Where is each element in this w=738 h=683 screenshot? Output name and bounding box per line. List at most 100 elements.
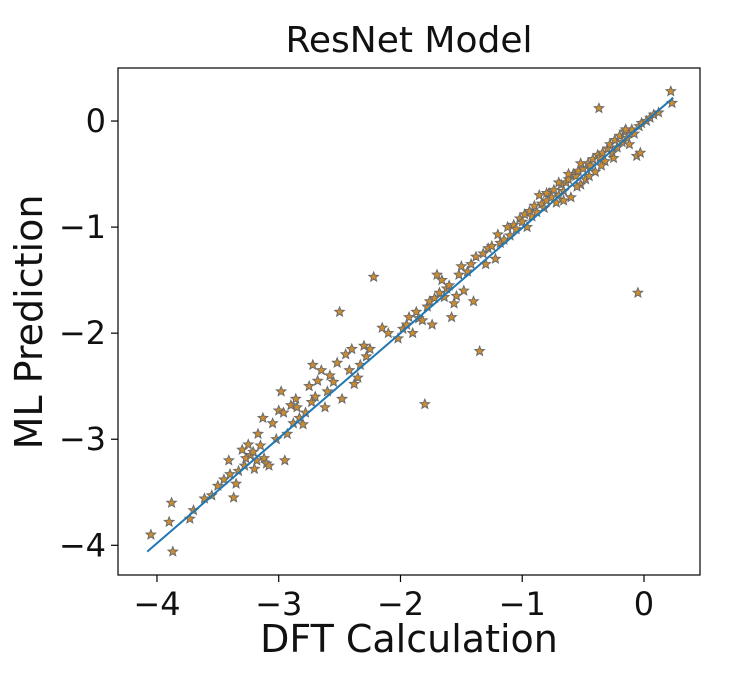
data-point [577, 162, 590, 174]
data-point [467, 295, 480, 307]
data-point [278, 454, 291, 466]
data-point [376, 321, 389, 333]
data-point [628, 127, 641, 139]
data-point [327, 375, 340, 388]
data-point [251, 427, 265, 440]
data-point [256, 411, 269, 424]
data-point [345, 342, 358, 355]
data-point [351, 371, 364, 383]
data-point [254, 439, 267, 451]
data-point [248, 462, 261, 475]
data-point [331, 356, 344, 368]
data-point [333, 305, 346, 318]
data-point [619, 123, 632, 135]
data-point [364, 342, 377, 355]
data-point [607, 151, 620, 164]
data-point [547, 183, 560, 196]
data-point [318, 401, 332, 413]
data-point [564, 191, 577, 203]
data-point [416, 314, 429, 326]
data-point [247, 445, 260, 458]
data-point [418, 397, 431, 410]
data-point [540, 186, 553, 199]
data-point [336, 392, 349, 405]
y-tick-label: −4 [59, 526, 106, 564]
data-point [430, 268, 444, 280]
data-point [392, 332, 405, 344]
data-point [275, 385, 288, 397]
data-point [528, 199, 541, 212]
data-point [477, 247, 490, 259]
data-point [461, 265, 474, 277]
data-point [281, 427, 294, 440]
y-axis-ticks: −4 −3 −2 −1 0 [59, 102, 118, 564]
data-point [402, 310, 416, 323]
data-point [290, 401, 304, 413]
data-point [166, 545, 179, 557]
data-point [652, 106, 665, 118]
data-point [262, 459, 276, 471]
data-points [144, 84, 679, 557]
y-tick-label: −2 [59, 314, 106, 352]
data-point [533, 188, 546, 201]
data-point [450, 289, 463, 302]
data-point [315, 363, 328, 376]
data-point [455, 260, 468, 272]
data-point [309, 390, 322, 402]
data-point [562, 173, 575, 185]
data-point [465, 257, 478, 270]
x-tick-label: 0 [634, 585, 654, 623]
data-point [258, 451, 271, 464]
x-axis-ticks: −4 −3 −2 −1 0 [133, 575, 654, 623]
data-point [592, 101, 605, 114]
data-point [589, 165, 602, 178]
y-tick-label: 0 [86, 102, 106, 140]
x-tick-label: −1 [499, 585, 546, 623]
x-tick-label: −2 [377, 585, 424, 623]
data-point [297, 418, 310, 430]
data-point [250, 454, 263, 466]
data-point [367, 270, 380, 283]
data-point [227, 491, 240, 503]
data-point [516, 215, 529, 227]
data-point [435, 273, 448, 286]
data-point [410, 305, 423, 318]
data-point [438, 290, 451, 303]
data-point [469, 250, 482, 262]
x-tick-label: −4 [133, 585, 180, 623]
data-point [452, 268, 465, 280]
data-point [623, 138, 636, 150]
data-point [523, 204, 536, 217]
data-point [489, 252, 502, 265]
y-tick-label: −1 [59, 208, 106, 246]
data-point [360, 350, 373, 362]
data-point [272, 404, 285, 416]
data-point [521, 220, 534, 233]
data-point [428, 291, 441, 304]
data-point [357, 339, 370, 352]
data-point [552, 176, 565, 188]
data-point [289, 392, 302, 405]
data-point [306, 358, 319, 371]
data-point [305, 395, 318, 408]
data-point [230, 477, 243, 489]
data-point [406, 326, 419, 339]
data-point [473, 344, 486, 357]
data-point [510, 222, 523, 235]
data-point [211, 479, 224, 492]
y-tick-label: −3 [59, 420, 106, 458]
plot-frame [117, 67, 701, 576]
data-point [321, 385, 334, 397]
data-point [433, 286, 446, 298]
data-point [557, 194, 570, 206]
data-point [491, 228, 504, 240]
x-tick-label: −3 [255, 585, 302, 623]
data-point [266, 416, 279, 429]
data-point [631, 286, 644, 298]
data-point [222, 454, 235, 466]
data-point [198, 492, 211, 504]
data-point [570, 180, 584, 192]
data-point [343, 363, 356, 376]
data-point [634, 146, 647, 158]
data-point [284, 398, 297, 411]
